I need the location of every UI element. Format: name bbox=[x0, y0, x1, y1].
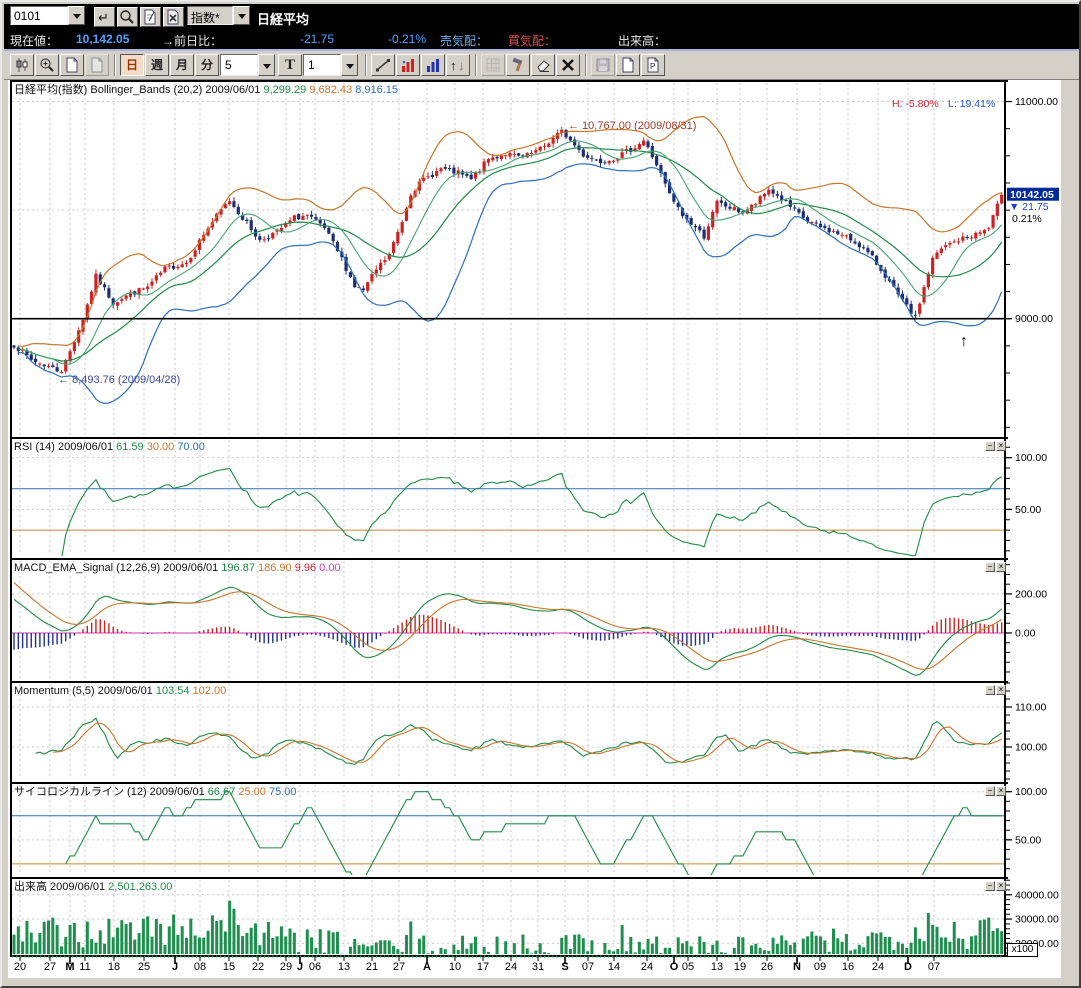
change-value: -21.75 bbox=[300, 32, 335, 46]
change-percent: -0.21% bbox=[388, 32, 427, 46]
type-dropdown-button[interactable] bbox=[233, 6, 250, 25]
bars-red-icon bbox=[402, 59, 414, 72]
delete-all-button[interactable] bbox=[556, 54, 580, 76]
trendline-tool-button[interactable] bbox=[371, 54, 395, 76]
eraser-button[interactable] bbox=[531, 54, 555, 76]
bars-blue-icon bbox=[427, 59, 439, 72]
line-width-select[interactable]: 1 bbox=[303, 54, 358, 76]
save-button bbox=[591, 54, 615, 76]
toolbar-separator bbox=[585, 54, 587, 76]
page-icon bbox=[622, 57, 634, 73]
macd-panel-minimize-button[interactable]: − bbox=[985, 562, 995, 572]
trendline-icon bbox=[376, 59, 390, 72]
change-label: →前日比： bbox=[162, 34, 223, 48]
svg-text:↵: ↵ bbox=[98, 10, 109, 25]
current-price-label: 現在値： bbox=[10, 34, 59, 48]
vol-panel-minimize-button[interactable]: − bbox=[985, 881, 995, 891]
symbol-dropdown-button[interactable] bbox=[68, 6, 85, 25]
search-button[interactable] bbox=[117, 7, 138, 27]
xdel-icon bbox=[562, 59, 574, 71]
bid-label: 買気配： bbox=[508, 34, 557, 48]
svg-text:P: P bbox=[650, 62, 655, 71]
search-icon bbox=[120, 10, 134, 24]
line-width-select-value: 1 bbox=[303, 54, 341, 76]
hammer-icon bbox=[512, 57, 523, 72]
save-icon bbox=[596, 58, 610, 72]
chevron-down-icon bbox=[346, 64, 354, 69]
mom-panel-close-button[interactable]: × bbox=[996, 685, 1006, 695]
line-width-select-arrow[interactable] bbox=[341, 54, 358, 76]
grid-button bbox=[481, 54, 505, 76]
instrument-title: 日経平均 bbox=[257, 12, 310, 27]
period-week-button[interactable]: 週 bbox=[145, 54, 169, 76]
chart-background bbox=[8, 80, 1060, 978]
mom-panel-minimize-button[interactable]: − bbox=[985, 685, 995, 695]
new-page-button[interactable] bbox=[60, 54, 84, 76]
separator-line bbox=[4, 49, 1079, 51]
psy-panel-close-button[interactable]: × bbox=[996, 786, 1006, 796]
rsi-panel-close-button[interactable]: × bbox=[996, 441, 1006, 451]
symbol-combo bbox=[10, 6, 85, 25]
chevron-down-icon bbox=[238, 14, 246, 19]
copy-page-button bbox=[85, 54, 109, 76]
page-icon bbox=[66, 57, 78, 73]
quote-bar: 現在値： 10,142.05 →前日比： -21.75 -0.21% 売気配： … bbox=[4, 29, 1079, 49]
text-tool-button[interactable]: T bbox=[278, 54, 302, 76]
minute-interval-select-arrow[interactable] bbox=[258, 54, 275, 76]
svg-text:↓: ↓ bbox=[458, 58, 465, 73]
eraser-icon bbox=[537, 60, 550, 72]
svg-text:↑: ↑ bbox=[450, 58, 457, 73]
chevron-down-icon bbox=[263, 64, 271, 69]
type-select[interactable]: 指数* bbox=[187, 6, 250, 25]
memo-icon bbox=[144, 9, 156, 25]
rsi-panel-minimize-button[interactable]: − bbox=[985, 441, 995, 451]
period-day-button[interactable]: 日 bbox=[120, 54, 144, 76]
ask-label: 売気配： bbox=[440, 34, 489, 48]
zoom-button[interactable] bbox=[35, 54, 59, 76]
toolbar-separator bbox=[365, 54, 367, 76]
macd-panel-close-button[interactable]: × bbox=[996, 562, 1006, 572]
vol-panel-close-button[interactable]: × bbox=[996, 881, 1006, 891]
minute-interval-select-value: 5 bbox=[220, 54, 258, 76]
grid-icon bbox=[486, 58, 500, 72]
memo-button[interactable] bbox=[140, 7, 161, 27]
period-month-button[interactable]: 月 bbox=[170, 54, 194, 76]
updown-marker-button[interactable]: ↑ ↓ bbox=[446, 54, 470, 76]
page-icon bbox=[91, 57, 103, 73]
chart-style-button[interactable] bbox=[10, 54, 34, 76]
right-border-strip bbox=[1060, 80, 1079, 978]
clear-button[interactable] bbox=[163, 7, 184, 27]
enter-button[interactable]: ↵ bbox=[94, 7, 115, 27]
minute-interval-select[interactable]: 5 bbox=[220, 54, 275, 76]
chevron-down-icon bbox=[73, 14, 81, 19]
symbol-toolbar: ↵ 指数* 日経平均 bbox=[4, 4, 1079, 29]
volume-label: 出来高： bbox=[618, 34, 667, 48]
print-page-button[interactable] bbox=[616, 54, 640, 76]
current-price-value: 10,142.05 bbox=[76, 32, 130, 46]
enter-icon: ↵ bbox=[98, 10, 109, 25]
page-setup-button[interactable]: P bbox=[641, 54, 665, 76]
toolbar-separator bbox=[475, 54, 477, 76]
main-toolbar: 日週月分 5 T 1 ↑ ↓ P bbox=[4, 51, 1079, 80]
updown-icon: ↑ ↓ bbox=[450, 58, 465, 73]
candlestick-icon bbox=[16, 58, 28, 72]
zoom-icon bbox=[40, 58, 54, 72]
page-p-icon: P bbox=[647, 57, 659, 73]
indicator-blue-button[interactable] bbox=[421, 54, 445, 76]
symbol-input[interactable] bbox=[10, 6, 68, 25]
psy-panel-minimize-button[interactable]: − bbox=[985, 786, 995, 796]
toolbar-separator bbox=[114, 54, 116, 76]
page-x-icon bbox=[167, 9, 179, 25]
period-minute-button[interactable]: 分 bbox=[195, 54, 219, 76]
type-select-value: 指数* bbox=[187, 6, 233, 25]
settings-tool-button[interactable] bbox=[506, 54, 530, 76]
indicator-red-button[interactable] bbox=[396, 54, 420, 76]
